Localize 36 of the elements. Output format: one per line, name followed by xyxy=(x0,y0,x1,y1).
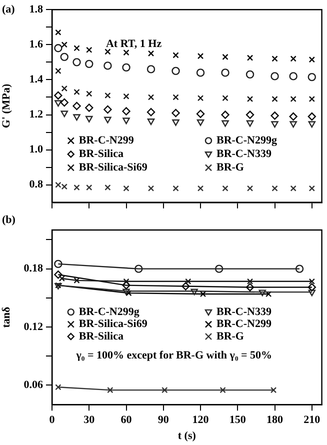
x-tick-label: 60 xyxy=(120,414,132,426)
y-tick-label: 1.6 xyxy=(29,38,44,50)
y-tick-label: 0.12 xyxy=(24,320,44,333)
y-tick-label: 1.2 xyxy=(29,108,44,121)
x-tick-label: 90 xyxy=(158,414,170,426)
legend-label: BR-Silica xyxy=(78,148,124,160)
chart-title: (b) xyxy=(2,214,16,226)
legend-label: BR-C-N299g xyxy=(78,306,140,318)
y-tick-label: 0.8 xyxy=(29,178,44,191)
legend-label: BR-G xyxy=(216,162,244,174)
legend-label: BR-G xyxy=(216,330,244,342)
x-tick-label: 120 xyxy=(192,414,210,426)
legend-label: BR-C-N339 xyxy=(216,306,272,318)
y-tick-label: 0.06 xyxy=(24,379,44,392)
y-axis-title: G' (MPa) xyxy=(0,84,12,128)
x-tick-label: 0 xyxy=(49,414,56,426)
annotation: γ₀ = 100% except for BR-G with γ₀ = 50% xyxy=(75,350,272,362)
legend-label: BR-Silica-Si69 xyxy=(78,318,148,330)
x-tick-label: 30 xyxy=(84,414,96,426)
y-tick-label: 1.0 xyxy=(29,144,44,156)
x-tick-label: 180 xyxy=(266,414,284,426)
annotation: At RT, 1 Hz xyxy=(106,38,162,50)
y-tick-label: 0.18 xyxy=(24,262,44,275)
y-tick-label: 1.4 xyxy=(29,74,44,86)
x-tick-label: 210 xyxy=(304,414,321,426)
legend-label: BR-Silica xyxy=(78,330,124,342)
legend-label: BR-C-N339 xyxy=(216,148,272,160)
legend-label: BR-C-N299 xyxy=(216,318,272,330)
legend-label: BR-C-N299g xyxy=(216,134,278,147)
y-tick-label: 1.8 xyxy=(29,3,44,16)
x-axis-title: t (s) xyxy=(178,430,196,442)
y-axis-title: tanδ xyxy=(0,306,12,328)
x-tick-label: 150 xyxy=(229,414,246,426)
chart-title: (a) xyxy=(2,3,16,16)
legend-label: BR-Silica-Si69 xyxy=(78,162,148,174)
legend-label: BR-C-N299 xyxy=(78,134,134,147)
